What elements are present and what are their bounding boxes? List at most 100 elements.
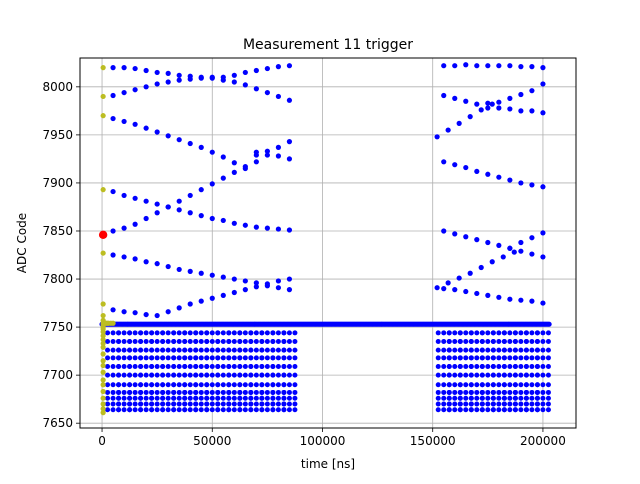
data-point [500,254,506,260]
column-point [474,355,480,361]
pre-trigger-point [100,369,106,375]
pre-trigger-point [100,301,106,307]
column-point [187,401,193,407]
column-point [198,330,204,336]
column-point [479,389,485,395]
column-point [127,330,133,336]
column-point [441,407,447,413]
data-point [529,298,535,304]
column-point [193,347,199,353]
data-point [165,204,171,210]
column-point [242,330,248,336]
column-point [248,389,254,395]
data-point [441,159,447,165]
column-point [292,347,298,353]
data-point [132,121,138,127]
column-point [518,382,524,388]
column-point [490,395,496,401]
data-point [485,100,491,106]
column-point [490,347,496,353]
column-point [463,382,469,388]
column-point [441,330,447,336]
column-point [270,372,276,378]
data-point [518,248,524,254]
data-points [98,62,552,416]
column-point [138,407,144,413]
column-point [518,407,524,413]
data-point [485,171,491,177]
data-point [467,270,473,276]
column-point [259,407,265,413]
column-point [237,389,243,395]
data-point [485,105,491,111]
column-point [446,389,452,395]
column-point [534,330,540,336]
column-point [231,330,237,336]
column-point [496,382,502,388]
data-point [286,139,293,145]
column-point [215,372,221,378]
column-point [110,382,116,388]
column-point [149,339,155,345]
column-point [292,339,298,345]
column-point [292,407,298,413]
data-point [154,129,160,135]
column-point [441,372,447,378]
column-point [127,382,133,388]
column-point [264,389,270,395]
data-point [187,192,193,199]
data-point [463,62,469,68]
column-point [270,347,276,353]
column-point [435,355,441,361]
column-point [529,339,535,345]
column-point [474,395,480,401]
column-point [463,401,469,407]
column-point [171,389,177,395]
column-point [281,363,287,369]
column-point [534,401,540,407]
column-point [281,401,287,407]
column-point [485,339,491,345]
data-point [253,86,259,92]
pre-trigger-point [100,65,106,71]
column-point [275,355,281,361]
column-point [143,355,149,361]
column-point [248,330,254,336]
data-point [489,259,495,265]
data-point [165,133,171,139]
column-point [545,363,551,369]
column-point [523,355,529,361]
column-point [512,395,518,401]
data-point [143,259,149,265]
column-point [435,372,441,378]
column-point [270,401,276,407]
column-point [193,401,199,407]
column-point [264,330,270,336]
column-point [446,363,452,369]
column-point [198,389,204,395]
data-point [540,300,546,306]
column-point [479,395,485,401]
column-point [187,363,193,369]
column-point [523,363,529,369]
column-point [127,339,133,345]
column-point [204,372,210,378]
column-point [501,363,507,369]
column-point [534,363,540,369]
data-point [198,144,204,150]
column-point [270,389,276,395]
column-point [198,347,204,353]
column-point [490,407,496,413]
data-point [121,309,127,315]
data-point [286,156,293,162]
column-point [259,401,265,407]
data-point [452,287,458,293]
column-point [226,330,232,336]
data-point [253,224,259,230]
column-point [540,339,546,345]
data-point [121,192,127,199]
column-point [121,347,127,353]
column-point [435,389,441,395]
column-point [534,347,540,353]
column-point [253,339,259,345]
